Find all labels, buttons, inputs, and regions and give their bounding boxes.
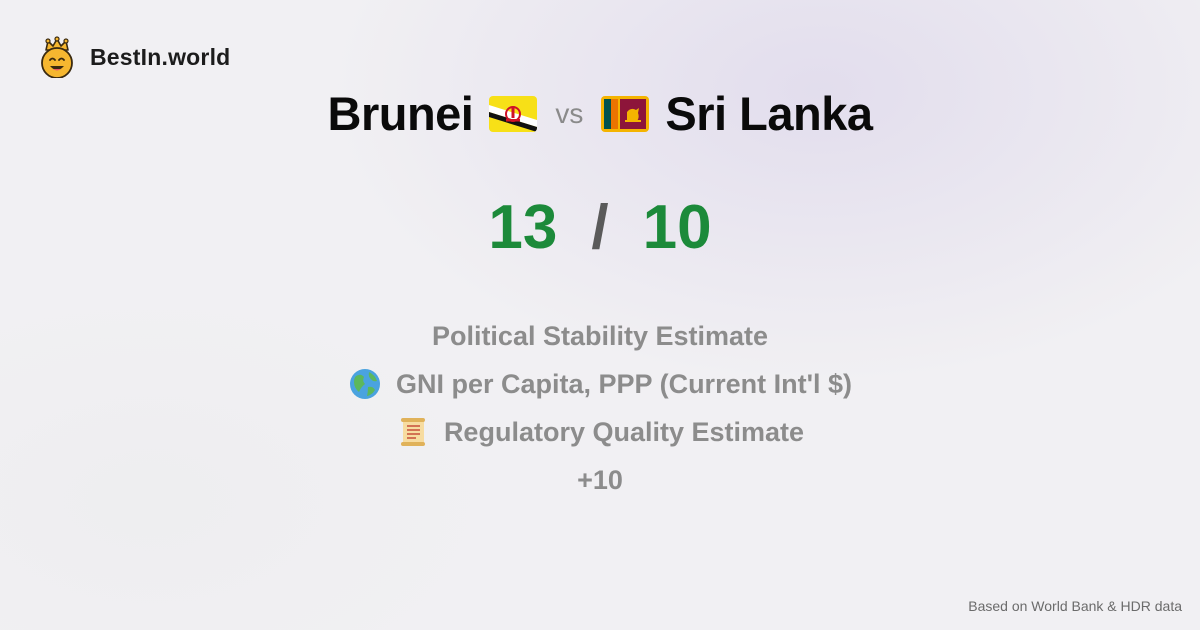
right-country-name: Sri Lanka <box>665 87 873 140</box>
metric-label: Regulatory Quality Estimate <box>443 416 805 447</box>
globe-icon <box>350 369 380 399</box>
left-score: 13 <box>488 193 558 262</box>
crowned-smiley-icon <box>41 36 73 78</box>
brunei-flag-icon <box>489 95 538 132</box>
metric-item: GNI per Capita, PPP (Current Int'l $) <box>348 360 852 408</box>
scroll-icon <box>400 418 425 446</box>
right-score: 10 <box>642 193 712 262</box>
score-separator: / <box>591 193 609 262</box>
data-source-note: Based on World Bank & HDR data <box>968 598 1182 614</box>
left-country-name: Brunei <box>327 87 474 140</box>
more-metrics-count: +10 <box>577 464 623 495</box>
sri-lanka-flag-icon <box>601 95 650 132</box>
metric-item: Political Stability Estimate <box>432 312 768 360</box>
brand-name: BestIn.world <box>90 43 231 70</box>
comparison-title: Brunei vs Sri Lanka <box>0 86 1200 141</box>
vs-label: vs <box>555 97 584 129</box>
brand[interactable]: BestIn.world <box>38 36 230 78</box>
score-row: 13 / 10 <box>0 192 1200 263</box>
metric-label: Political Stability Estimate <box>431 320 769 351</box>
metric-label: GNI per Capita, PPP (Current Int'l $) <box>396 368 852 399</box>
metric-item: Regulatory Quality Estimate <box>396 408 804 456</box>
metrics-list: Political Stability Estimate GNI per Cap… <box>0 312 1200 504</box>
